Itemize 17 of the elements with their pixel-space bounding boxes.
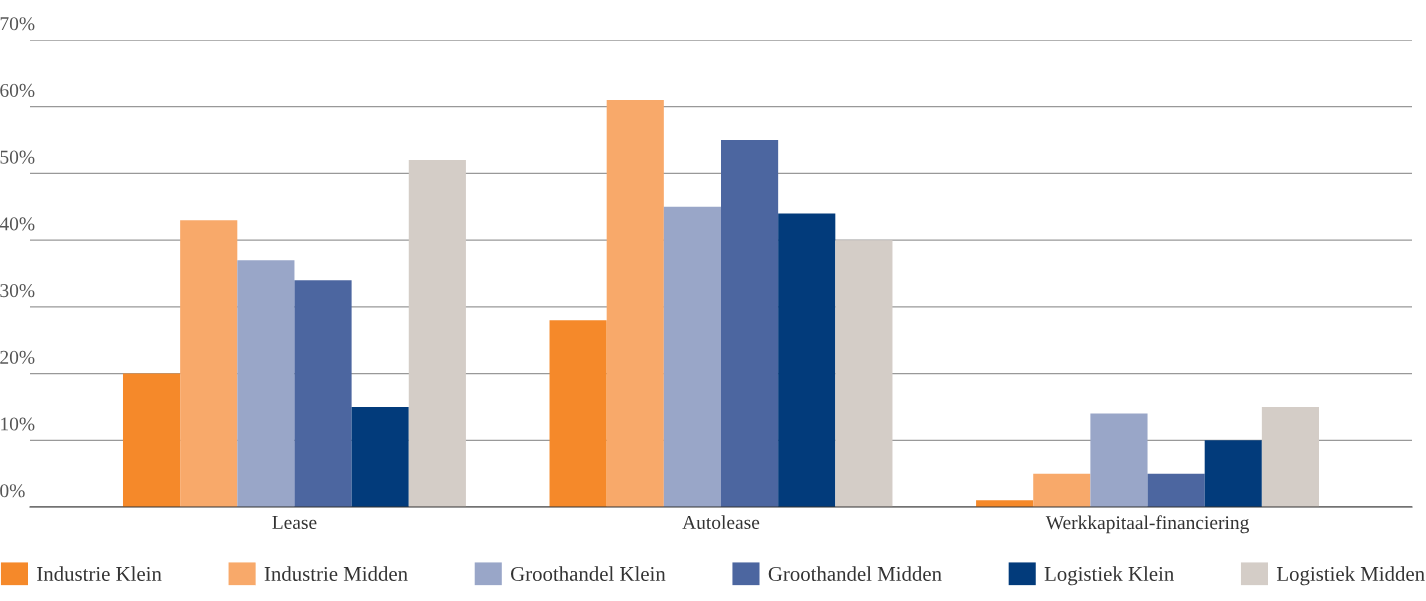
legend-label: Groothandel Klein: [510, 566, 666, 581]
x-tick-label: Lease: [272, 516, 317, 530]
legend-label: Industrie Midden: [264, 566, 408, 581]
y-tick-label: 50%: [0, 150, 35, 164]
x-tick-label: Autolease: [682, 515, 760, 530]
y-tick-label: 30%: [0, 284, 35, 298]
y-tick-label: 60%: [0, 83, 35, 98]
legend-label: Logistiek Klein: [1044, 566, 1174, 586]
legend-label: Logistiek Midden: [1276, 566, 1425, 586]
x-tick-label: Werkkapitaal-financiering: [1045, 515, 1249, 534]
y-tick-label: 40%: [0, 217, 35, 231]
y-tick-label: 70%: [0, 17, 35, 31]
y-tick-label: 0%: [0, 484, 25, 498]
y-tick-label: 10%: [1, 417, 35, 431]
legend-label: Industrie Klein: [37, 566, 162, 581]
y-tick-label: 20%: [0, 350, 35, 364]
legend-label: Groothandel Midden: [768, 566, 942, 581]
